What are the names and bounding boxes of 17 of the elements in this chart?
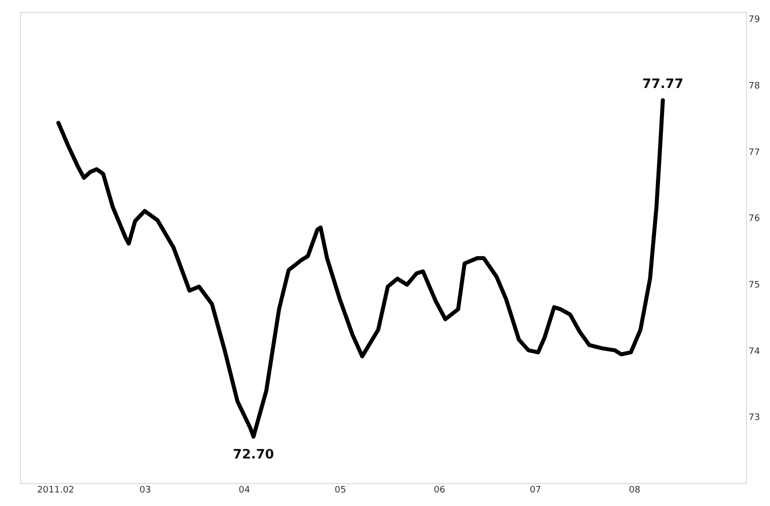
y-tick-label: 73 bbox=[748, 413, 760, 424]
annotation: 72.70 bbox=[232, 448, 274, 463]
x-tick-label: 07 bbox=[530, 486, 542, 496]
x-tick-label: 08 bbox=[628, 486, 641, 496]
y-tick-label: 78 bbox=[748, 81, 760, 92]
x-tick-label: 03 bbox=[140, 486, 151, 496]
x-tick-label: 04 bbox=[238, 486, 250, 496]
y-tick-label: 77 bbox=[748, 148, 760, 158]
y-tick-label: 79 bbox=[748, 15, 760, 26]
y-tick-label: 74 bbox=[748, 346, 760, 357]
y-tick-label: 75 bbox=[748, 280, 760, 290]
x-tick-label: 05 bbox=[334, 486, 346, 496]
x-tick-label: 06 bbox=[434, 486, 446, 496]
y-tick-label: 76 bbox=[748, 214, 760, 224]
line-series bbox=[56, 98, 665, 439]
annotation: 77.77 bbox=[642, 77, 684, 92]
x-tick-label: 2011.02 bbox=[37, 486, 74, 496]
